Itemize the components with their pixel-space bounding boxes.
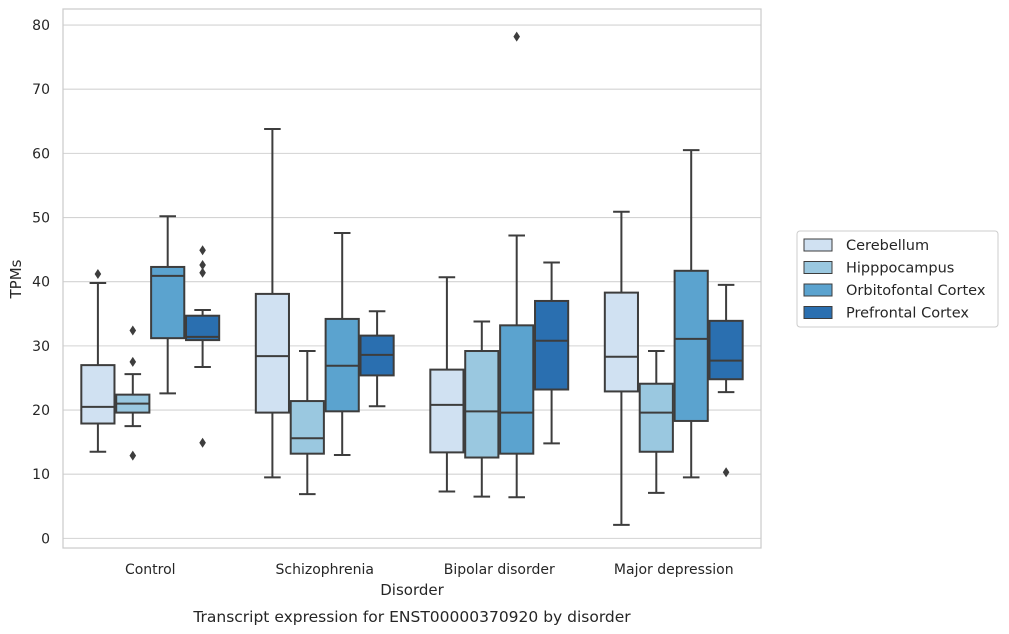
x-tick-label: Major depression (614, 562, 734, 578)
outlier-point (129, 325, 137, 336)
legend-frame (796, 230, 999, 328)
box-group (185, 245, 221, 448)
outlier-point (722, 467, 730, 478)
box (254, 292, 290, 414)
legend-swatch (803, 261, 833, 274)
legend-label: Hipppocampus (846, 261, 954, 277)
box-group (429, 276, 465, 493)
y-tick-label: 0 (41, 531, 50, 547)
y-tick-label: 20 (32, 403, 50, 419)
plot-area (62, 8, 762, 549)
box-group (499, 31, 535, 499)
box (534, 299, 570, 391)
box-group (534, 261, 570, 445)
x-tick-label: Schizophrenia (276, 562, 374, 578)
box (499, 324, 535, 455)
box (638, 382, 674, 453)
box-group (603, 210, 639, 526)
outlier-point (94, 269, 102, 280)
legend-label: Prefrontal Cortex (846, 306, 969, 322)
box-group (80, 269, 116, 453)
box (80, 364, 116, 425)
grid-lines (63, 24, 761, 539)
box (708, 319, 744, 381)
figure-caption: Transcript expression for ENST0000037092… (192, 608, 631, 626)
y-tick-label: 70 (32, 82, 50, 98)
box (150, 265, 186, 340)
outlier-point (199, 267, 206, 278)
x-axis-label: Disorder (380, 581, 444, 599)
legend-swatch (803, 238, 833, 252)
box-group (254, 127, 290, 479)
x-tick-label: Control (125, 562, 176, 578)
outlier-point (129, 356, 137, 367)
box-group (115, 325, 151, 461)
box (289, 400, 325, 455)
box-group (638, 350, 674, 494)
box (464, 350, 500, 459)
y-tick-label: 10 (32, 467, 50, 483)
box (673, 269, 709, 422)
box-group (708, 283, 744, 478)
legend-label: Orbitofontal Cortex (846, 283, 986, 299)
x-axis-ticks: Control Schizophrenia Bipolar disorder Majo… (125, 562, 734, 578)
box-group (324, 231, 360, 456)
legend-swatch (803, 283, 833, 297)
legend-label: Cerebellum (846, 238, 929, 254)
legend-swatch (803, 306, 833, 319)
y-tick-label: 30 (32, 339, 50, 355)
box-series (80, 31, 744, 526)
y-axis-label: TPMs (7, 259, 25, 299)
box (603, 291, 639, 393)
outlier-point (199, 437, 206, 448)
box-group (673, 149, 709, 479)
outlier-point (199, 260, 206, 271)
box (429, 368, 465, 454)
box-group (359, 310, 395, 408)
box-group (150, 215, 186, 395)
legend: Cerebellum Hipppocampus Orbitofontal Corte… (796, 230, 999, 328)
y-axis-ticks: 0 10 20 30 40 50 60 70 80 (32, 18, 50, 547)
y-tick-label: 50 (32, 211, 50, 227)
box-group (289, 350, 325, 496)
box-group (464, 320, 500, 498)
outlier-point (129, 450, 137, 461)
outlier-point (199, 245, 206, 256)
y-tick-label: 40 (32, 275, 50, 291)
outlier-point (513, 31, 520, 42)
y-tick-label: 80 (32, 18, 50, 34)
y-tick-label: 60 (32, 146, 50, 162)
x-tick-label: Bipolar disorder (444, 562, 555, 578)
